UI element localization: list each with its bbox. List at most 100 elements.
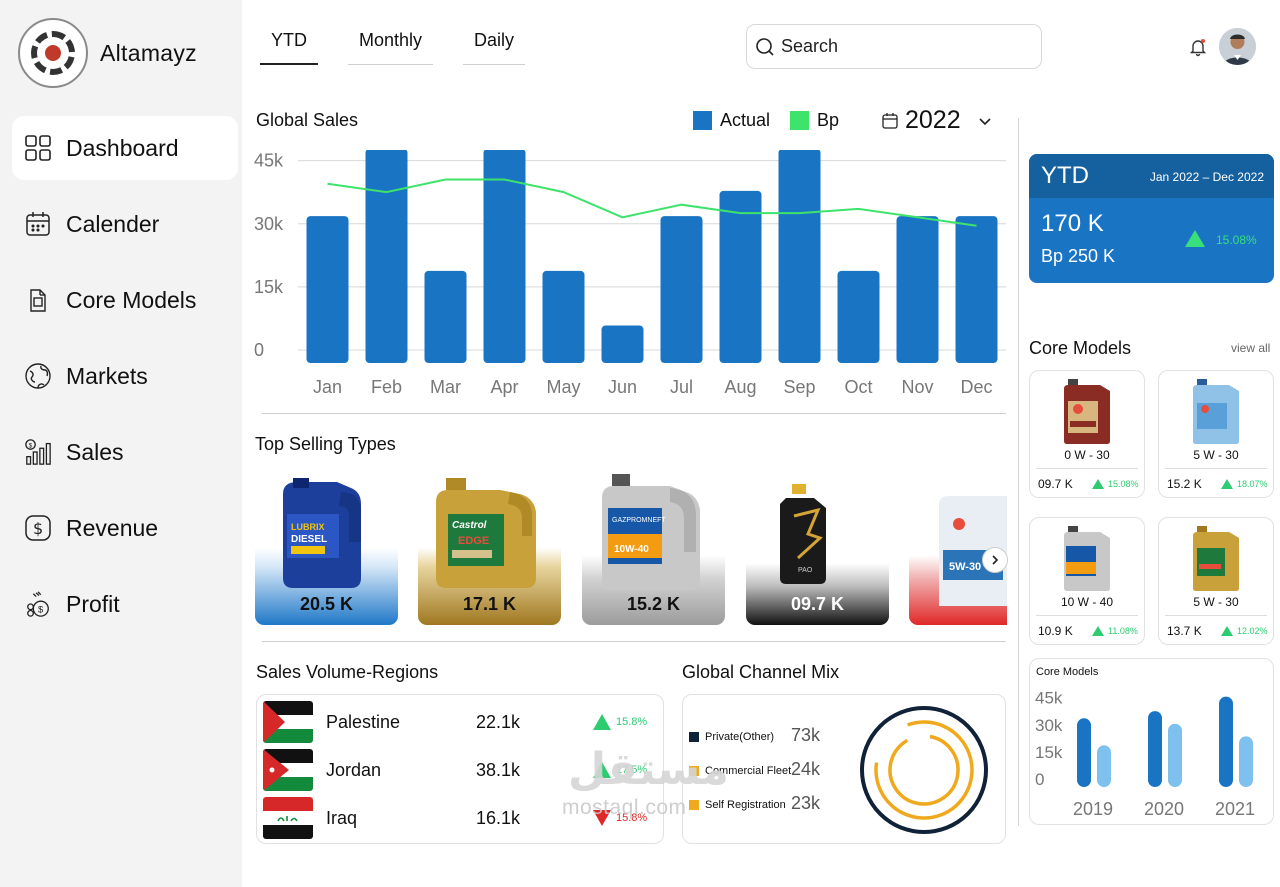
channel-value: 24k (791, 759, 821, 779)
trend-up-icon (593, 762, 611, 778)
trend-down-icon (593, 810, 611, 826)
ytd-card[interactable]: YTD Jan 2022 – Dec 2022 170 K Bp 250 K 1… (1029, 154, 1274, 283)
svg-text:$: $ (29, 442, 33, 449)
model-value: 10.9 K (1038, 624, 1073, 638)
oil-bottle-image: LUBRIX DIESEL (283, 478, 361, 588)
x-tick-label: Oct (844, 377, 872, 397)
top-selling-card[interactable]: PAO 09.7 K (746, 470, 889, 625)
year-select[interactable]: 2022 (881, 106, 993, 135)
trend-up-icon (1092, 479, 1104, 489)
x-tick-label: Feb (371, 377, 402, 397)
svg-text:$: $ (38, 604, 44, 614)
y-tick-label: 15k (254, 277, 284, 297)
search-input[interactable] (781, 36, 1021, 57)
search-box[interactable] (746, 24, 1042, 69)
region-row-jordan[interactable]: Jordan 38.1k 17.5% (263, 748, 659, 792)
regions-panel: Palestine 22.1k 15.8% Jordan 38.1k 17.5%… (256, 694, 664, 844)
brand[interactable]: Altamayz (18, 18, 197, 88)
legend-swatch (689, 800, 699, 810)
sidebar-item-calender[interactable]: Calender (12, 192, 238, 256)
sidebar-nav: Dashboard Calender Core Models Markets $… (12, 116, 238, 648)
actual-bar (306, 216, 349, 363)
ytd-card-title: YTD (1041, 162, 1089, 189)
model-value: 09.7 K (1038, 477, 1073, 491)
sidebar-item-label: Calender (66, 210, 160, 237)
top-selling-card[interactable]: GAZPROMNEFT 10W-40 15.2 K (582, 470, 725, 625)
ytd-card-bp: Bp 250 K (1041, 246, 1116, 266)
jordan-flag-icon (263, 749, 313, 791)
svg-text:DIESEL: DIESEL (291, 534, 327, 545)
watermark-arabic: مستقل (568, 745, 729, 794)
model-percent: 12.02% (1237, 626, 1268, 636)
sidebar-item-markets[interactable]: Markets (12, 344, 238, 408)
model-percent: 18.07% (1237, 479, 1268, 489)
sidebar-item-sales[interactable]: $ Sales (12, 420, 238, 484)
y-tick-label: 45k (254, 151, 284, 171)
channel-label: Self Registration (705, 799, 786, 811)
watermark-latin: mostaql.com (562, 796, 687, 819)
trend-up-icon (1185, 230, 1205, 247)
region-name: Palestine (326, 711, 401, 732)
ytd-card-range: Jan 2022 – Dec 2022 (1149, 170, 1264, 184)
sidebar: Altamayz Dashboard Calender Core Models … (0, 0, 242, 887)
sidebar-item-revenue[interactable]: $ Revenue (12, 496, 238, 560)
year-value: 2022 (905, 106, 961, 134)
channel-mix-ring-chart (860, 706, 988, 834)
bp-line (327, 178, 977, 227)
model-grade: 5 W - 30 (1193, 448, 1239, 462)
x-tick-label: Jun (608, 377, 637, 397)
actual-bar (365, 150, 408, 363)
tab-monthly[interactable]: Monthly (348, 30, 434, 65)
core-models-chart-panel: Core Models 0 15k 30k 45k 2019 2020 2021 (1029, 658, 1274, 825)
channel-row: Private(Other) 73k (689, 725, 849, 745)
y-tick-label: 0 (1035, 770, 1044, 789)
trend-up-icon (593, 714, 611, 730)
trend-up-icon (1092, 626, 1104, 636)
svg-text:PAO: PAO (798, 567, 813, 574)
region-percent: 15.8% (616, 716, 648, 728)
tab-daily[interactable]: Daily (463, 30, 526, 65)
notification-bell-icon[interactable] (1188, 37, 1208, 57)
actual-bar (837, 270, 880, 363)
region-row-palestine[interactable]: Palestine 22.1k 15.8% (263, 700, 659, 744)
x-tick-label: May (546, 377, 580, 397)
top-selling-card[interactable]: LUBRIX DIESEL 20.5 K (255, 470, 398, 625)
core-model-card[interactable]: 0 W - 30 09.7 K 15.08% (1029, 370, 1145, 498)
region-row-iraq[interactable]: Iraq 16.1k 15.8% (263, 796, 659, 840)
x-tick-label: Aug (724, 377, 756, 397)
top-selling-row: LUBRIX DIESEL 20.5 K Castrol EDGE 17.1 K… (255, 470, 1007, 628)
actual-bar (542, 270, 585, 363)
tab-ytd[interactable]: YTD (260, 30, 318, 65)
legend-actual: Actual (693, 110, 770, 131)
dollar-icon: $ (24, 514, 52, 542)
carousel-next-button[interactable] (982, 547, 1008, 573)
sidebar-item-profit[interactable]: $ Profit (12, 572, 238, 636)
sidebar-item-dashboard[interactable]: Dashboard (12, 116, 238, 180)
avatar[interactable] (1219, 28, 1256, 65)
calendar-icon (24, 210, 52, 238)
top-selling-card[interactable]: 5W-30 (909, 470, 1007, 625)
oil-bottle-image (1193, 526, 1239, 591)
top-selling-value: 17.1 K (462, 594, 517, 614)
y-tick-label: 15k (1035, 743, 1063, 762)
oil-bottle-image (1064, 526, 1110, 591)
oil-bottle-image: GAZPROMNEFT 10W-40 (602, 474, 700, 590)
sidebar-item-core-models[interactable]: Core Models (12, 268, 238, 332)
ytd-card-header: YTD Jan 2022 – Dec 2022 (1029, 154, 1274, 198)
oil-bottle-image (1064, 379, 1110, 444)
y-tick-label: 30k (1035, 716, 1063, 735)
globe-icon (24, 362, 52, 390)
core-model-card[interactable]: 5 W - 30 13.7 K 12.02% (1158, 517, 1274, 645)
global-sales-chart: 0 15k 30k 45k Jan Feb Mar Apr May Jun Jul Aug Sep Oct… (254, 150, 1006, 397)
core-models-title: Core Models (1029, 338, 1132, 358)
series-2-bar (1168, 723, 1182, 787)
svg-text:LUBRIX: LUBRIX (291, 522, 325, 532)
region-name: Iraq (326, 807, 358, 828)
oil-bottle-image: Castrol EDGE (436, 478, 536, 588)
core-model-card[interactable]: 10 W - 40 10.9 K 11.08% (1029, 517, 1145, 645)
top-selling-card[interactable]: Castrol EDGE 17.1 K (418, 470, 561, 625)
view-all-link[interactable]: view all (1231, 341, 1271, 355)
model-grade: 10 W - 40 (1060, 595, 1114, 609)
series-1-bar (1148, 711, 1162, 787)
core-model-card[interactable]: 5 W - 30 15.2 K 18.07% (1158, 370, 1274, 498)
